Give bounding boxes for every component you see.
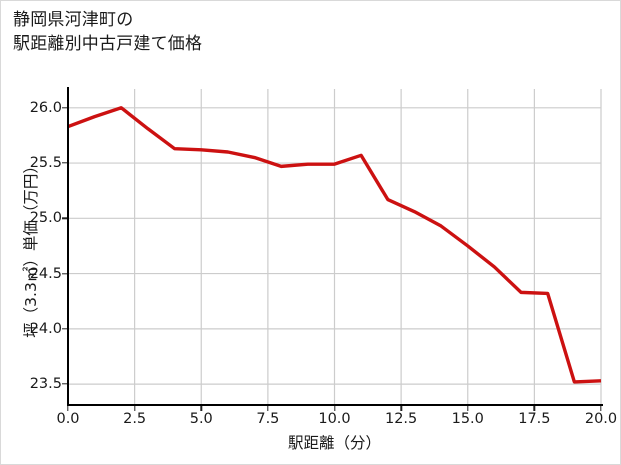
y-tick-label: 24.5 — [29, 265, 62, 282]
x-tick-label: 7.5 — [256, 411, 280, 427]
x-tick-label: 12.5 — [384, 411, 418, 427]
x-tick-label: 10.0 — [318, 411, 351, 427]
x-tick-label: 20.0 — [584, 411, 618, 427]
data-line — [67, 106, 602, 384]
y-axis-tick-labels: 23.5 24.0 24.5 25.0 25.5 26.0 — [1, 1, 62, 464]
y-axis-spine — [67, 87, 70, 406]
x-tick-mark — [67, 406, 69, 411]
x-tick-mark — [400, 406, 402, 411]
x-tick-mark — [133, 406, 136, 411]
chart-title: 静岡県河津町の 駅距離別中古戸建て価格 — [13, 10, 203, 55]
y-tick-mark — [62, 272, 67, 275]
y-tick-label: 25.5 — [29, 155, 62, 172]
x-tick-mark — [600, 406, 602, 411]
y-tick-mark — [62, 162, 67, 164]
x-axis-title: 駅距離（分） — [287, 434, 381, 452]
y-tick-label: 23.5 — [29, 376, 62, 393]
y-tick-label: 26.0 — [29, 99, 62, 116]
series-line-layer — [67, 106, 602, 384]
x-tick-mark — [267, 406, 269, 411]
y-tick-mark — [62, 217, 67, 220]
x-tick-label: 15.0 — [451, 411, 484, 427]
x-tick-mark — [467, 406, 469, 411]
y-tick-mark — [62, 383, 67, 385]
plot-area — [67, 89, 602, 404]
y-tick-label: 25.0 — [29, 210, 62, 227]
x-axis-spine — [67, 404, 603, 407]
x-tick-mark — [333, 406, 336, 411]
y-axis-title: 坪（3.3㎡）単価（万円） — [22, 158, 40, 338]
x-tick-label: 17.5 — [518, 411, 551, 427]
y-tick-label: 24.0 — [29, 320, 62, 337]
x-tick-label: 5.0 — [189, 411, 213, 427]
x-tick-label: 2.5 — [123, 411, 147, 427]
y-tick-mark — [62, 328, 67, 330]
x-tick-label: 0.0 — [56, 411, 80, 427]
x-tick-mark — [200, 406, 202, 411]
y-tick-mark — [62, 107, 67, 109]
x-tick-mark — [533, 406, 536, 411]
